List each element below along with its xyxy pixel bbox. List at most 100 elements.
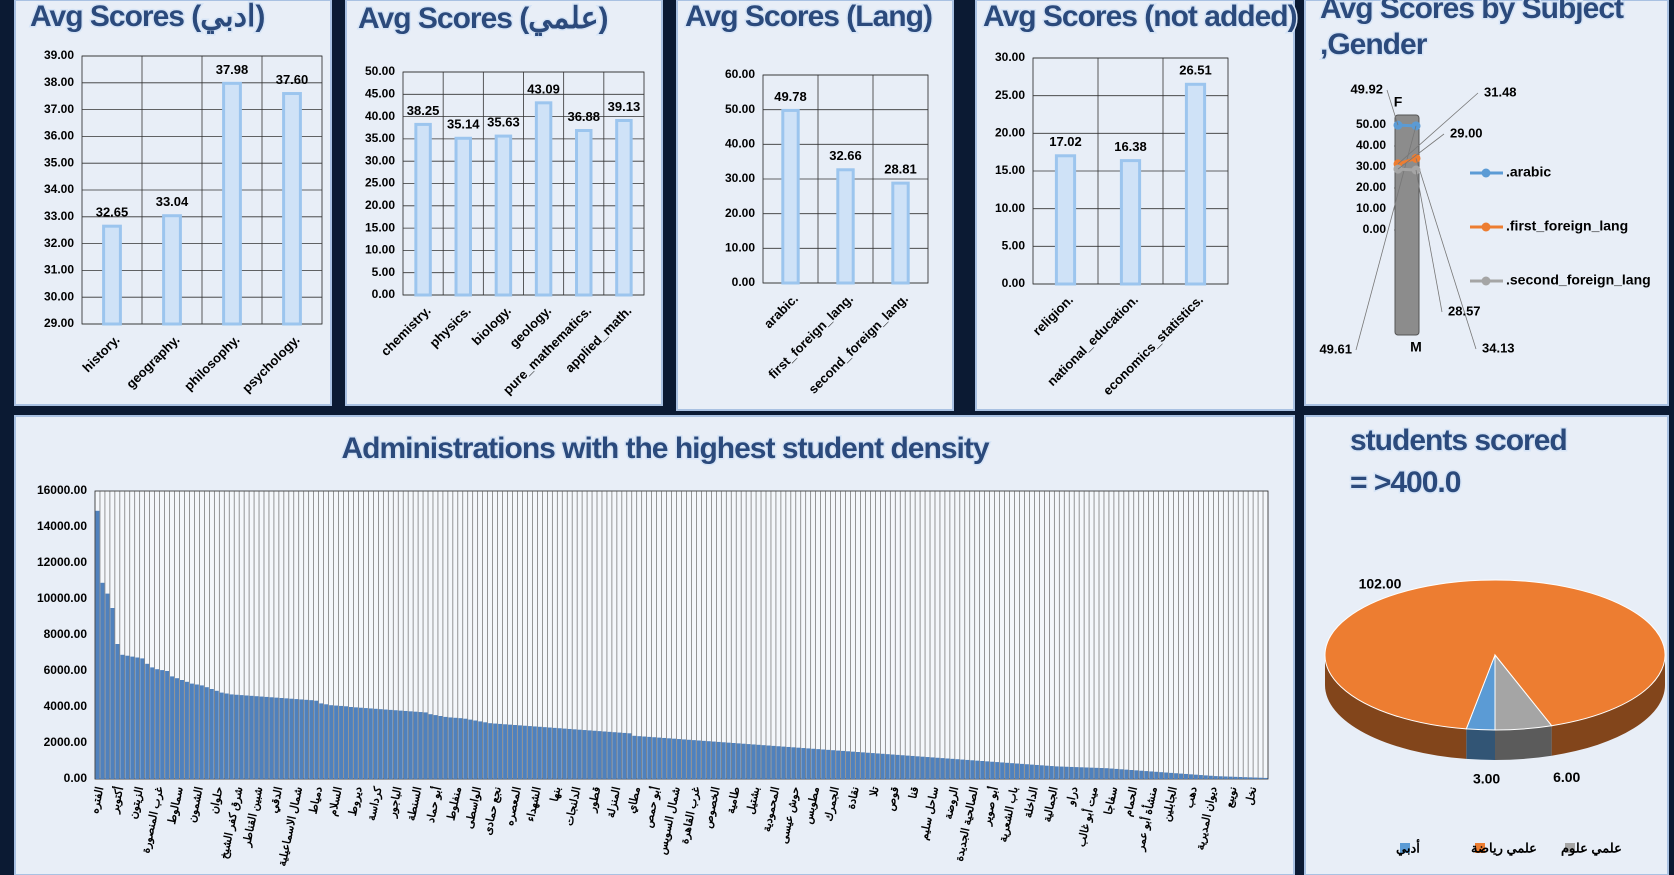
value-label: 36.88 xyxy=(567,109,600,124)
bar xyxy=(841,750,846,779)
bar xyxy=(836,168,855,285)
y-tick-label: 10.00 xyxy=(725,241,755,255)
bar xyxy=(781,108,800,285)
bar xyxy=(771,745,776,779)
category-grid xyxy=(99,491,1264,779)
bar xyxy=(741,743,746,779)
y-tick-label: 29.00 xyxy=(44,316,74,330)
bar xyxy=(1034,764,1039,779)
bar xyxy=(836,750,841,779)
bar xyxy=(801,748,806,779)
y-tick-label: 0.00 xyxy=(1363,222,1387,236)
x-tick-label: دراو xyxy=(1065,786,1081,808)
bar xyxy=(1129,770,1134,779)
bar xyxy=(294,699,299,779)
chart-title: = >400.0 xyxy=(1350,466,1461,499)
bar xyxy=(527,726,532,779)
y-tick-label: 33.00 xyxy=(44,209,74,223)
bar xyxy=(950,758,955,779)
value-label: 34.13 xyxy=(1482,340,1515,355)
legend-marker xyxy=(1481,222,1491,232)
bar xyxy=(632,735,637,779)
bar xyxy=(910,755,915,779)
bar xyxy=(204,687,209,779)
y-tick-label: 30.00 xyxy=(365,153,395,167)
chart-title: Avg Scores by Subject xyxy=(1320,0,1624,25)
bar xyxy=(662,737,667,779)
x-tick-label: بنها xyxy=(549,786,564,803)
chart-title: Avg Scores (Lang) xyxy=(685,0,932,33)
bar xyxy=(716,741,721,779)
y-tick-label: 2000.00 xyxy=(44,735,88,749)
bar xyxy=(1054,766,1059,779)
bar xyxy=(602,731,607,779)
x-tick-label: قوص xyxy=(885,786,902,812)
y-tick-label: 20.00 xyxy=(1356,180,1386,194)
bar xyxy=(791,747,796,779)
y-tick-label: 25.00 xyxy=(995,88,1025,102)
bar xyxy=(1253,777,1258,779)
bar xyxy=(448,717,453,779)
y-tick-label: 15.00 xyxy=(995,163,1025,177)
bar xyxy=(388,709,393,779)
slice-side xyxy=(1495,725,1552,760)
bar xyxy=(222,81,242,326)
bar xyxy=(199,685,204,779)
y-tick-label: 40.00 xyxy=(725,137,755,151)
legend-label: .first_foreign_lang xyxy=(1506,218,1628,234)
bar xyxy=(667,738,672,779)
bar xyxy=(761,745,766,779)
bar xyxy=(314,700,319,779)
bar xyxy=(483,722,488,779)
slice xyxy=(1494,653,1553,731)
bar xyxy=(304,699,309,779)
bar xyxy=(398,710,403,779)
bar xyxy=(170,676,175,779)
bar xyxy=(612,732,617,779)
bar xyxy=(1258,777,1263,779)
bar xyxy=(344,706,348,779)
value-label: 28.57 xyxy=(1448,303,1481,318)
bar xyxy=(1238,777,1243,779)
bar xyxy=(1064,766,1069,779)
bar xyxy=(1039,765,1044,779)
bar xyxy=(1184,773,1188,779)
value-label: 17.02 xyxy=(1049,134,1082,149)
y-tick-label: 50.00 xyxy=(725,102,755,116)
bar xyxy=(985,761,990,779)
bar xyxy=(1094,767,1099,779)
bar xyxy=(102,224,122,326)
bar xyxy=(503,724,508,779)
panel xyxy=(1304,0,1669,406)
bar xyxy=(513,725,517,779)
bar xyxy=(264,696,269,779)
bar xyxy=(334,705,339,779)
bar xyxy=(1179,773,1184,779)
bar xyxy=(1044,765,1049,779)
y-tick-label: 39.00 xyxy=(44,48,74,62)
legend-marker xyxy=(1481,276,1491,286)
bar xyxy=(696,740,701,779)
bar xyxy=(1154,771,1159,779)
value-label: 3.00 xyxy=(1473,770,1500,786)
slice-side xyxy=(1551,655,1665,756)
bar xyxy=(1198,775,1203,779)
bar xyxy=(458,718,463,779)
bar xyxy=(895,754,900,779)
y-tick-label: 4000.00 xyxy=(44,699,88,713)
bar xyxy=(1149,771,1154,779)
bar xyxy=(1193,774,1198,779)
y-tick-label: 32.00 xyxy=(44,236,74,250)
bar xyxy=(1074,767,1079,779)
chart-title: ,Gender xyxy=(1320,28,1428,61)
bar xyxy=(1015,763,1019,779)
bar xyxy=(766,745,771,779)
bar xyxy=(577,729,582,779)
bar xyxy=(915,756,920,779)
bar xyxy=(542,727,547,779)
bar xyxy=(368,708,373,779)
value-label: 35.63 xyxy=(487,115,520,130)
y-tick-label: 50.00 xyxy=(1356,117,1386,131)
legend-label: .arabic xyxy=(1506,164,1551,180)
bar xyxy=(1139,770,1144,779)
